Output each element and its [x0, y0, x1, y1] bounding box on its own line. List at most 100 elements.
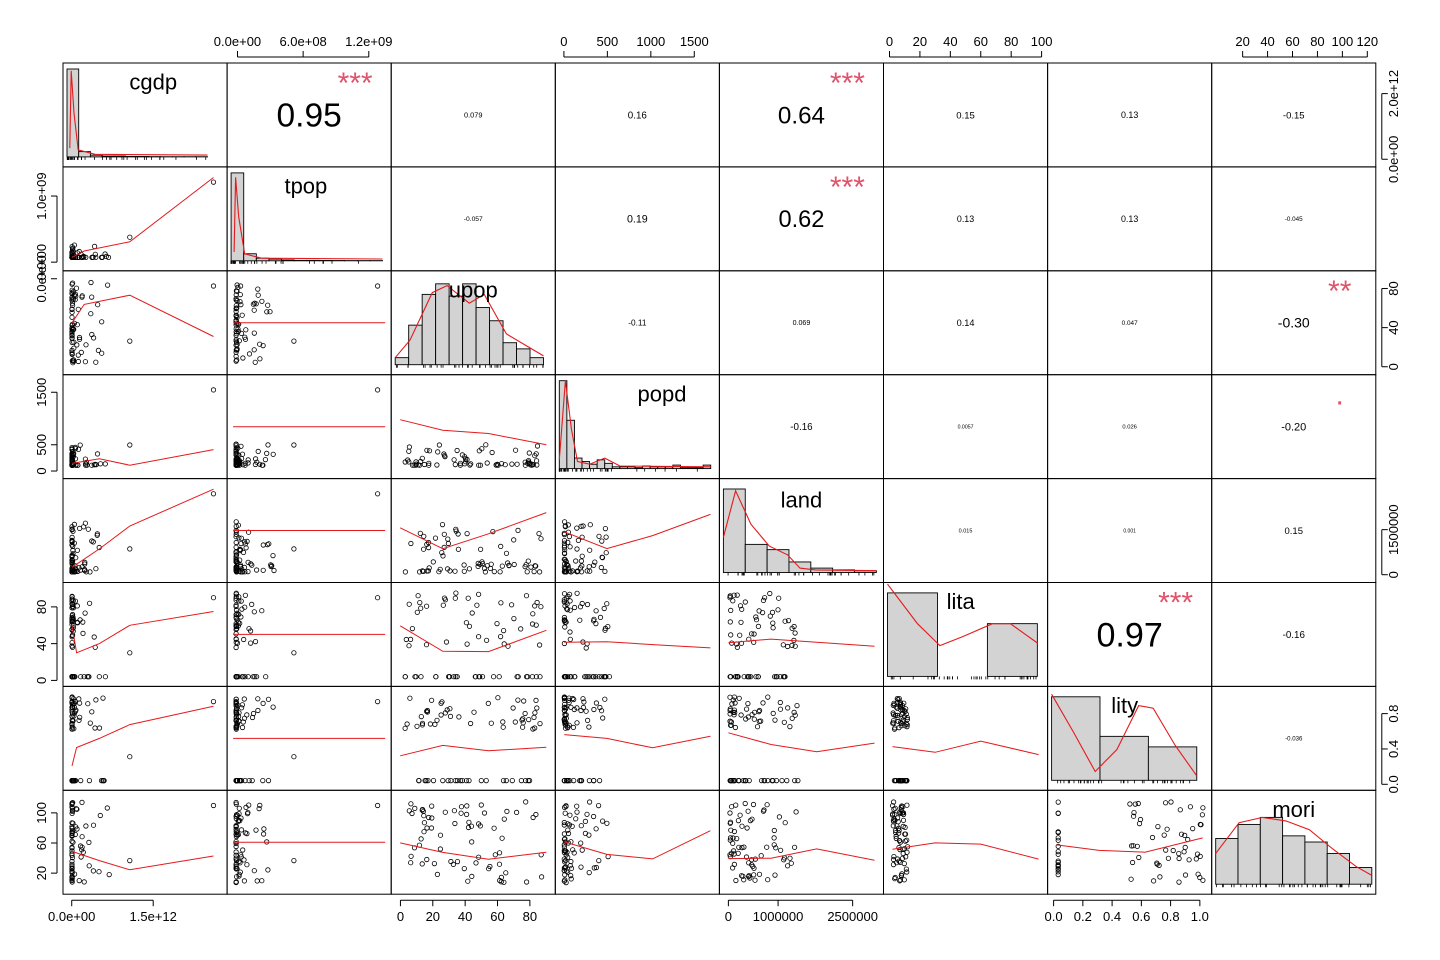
data-point — [417, 530, 423, 536]
panel-lity-lita — [883, 685, 1049, 791]
data-point — [437, 832, 444, 838]
data-point — [233, 856, 239, 862]
panel-lita-popd — [554, 582, 720, 687]
smooth-line — [71, 177, 214, 258]
data-point — [413, 459, 419, 465]
data-point — [732, 700, 738, 706]
data-point — [95, 302, 101, 308]
data-point — [466, 819, 472, 825]
data-point — [422, 777, 428, 784]
data-point — [770, 710, 776, 717]
correlation-value: -0.16 — [790, 422, 813, 433]
data-point — [408, 801, 414, 807]
data-point — [593, 620, 599, 627]
data-point — [747, 875, 753, 881]
histogram-bar — [1147, 746, 1198, 781]
correlation-value: 0.95 — [277, 98, 342, 135]
histogram-bar — [516, 348, 531, 366]
data-point — [521, 698, 527, 704]
data-point — [561, 701, 568, 707]
tick-label: 80 — [1310, 34, 1324, 49]
data-point — [727, 852, 733, 858]
data-point — [587, 522, 593, 528]
data-point — [233, 718, 239, 724]
data-point — [525, 558, 531, 564]
scatter-panel-land-tpop — [233, 491, 386, 575]
data-point — [894, 823, 900, 829]
data-point — [769, 777, 775, 784]
data-point — [264, 450, 270, 456]
data-point — [444, 707, 450, 713]
data-point — [898, 723, 904, 729]
data-point — [419, 455, 425, 461]
data-point — [566, 722, 572, 728]
data-point — [106, 871, 112, 878]
data-point — [530, 814, 536, 821]
data-point — [427, 721, 433, 727]
data-point — [418, 713, 424, 720]
data-point — [69, 598, 75, 604]
correlation-cell: -0.057 — [464, 216, 483, 223]
data-point — [69, 724, 75, 730]
data-point — [890, 811, 896, 817]
data-point — [250, 301, 256, 307]
data-point — [574, 705, 580, 711]
data-point — [495, 462, 501, 468]
data-point — [737, 603, 744, 609]
data-point — [737, 812, 743, 818]
data-point — [477, 561, 483, 567]
data-point — [538, 536, 544, 542]
data-point — [525, 777, 531, 784]
data-point — [265, 867, 271, 873]
correlation-value: 0.015 — [959, 528, 973, 534]
data-point — [127, 338, 133, 344]
data-point — [578, 823, 584, 829]
data-point — [571, 850, 577, 856]
data-point — [562, 836, 568, 842]
histogram-bar — [1259, 816, 1284, 885]
histogram-bar — [394, 357, 410, 366]
data-point — [246, 777, 252, 784]
data-point — [591, 616, 597, 622]
data-point — [251, 307, 257, 313]
data-point — [453, 526, 459, 532]
data-point — [291, 338, 297, 344]
data-point — [89, 294, 95, 300]
data-point — [785, 705, 791, 711]
data-point — [248, 640, 254, 646]
data-point — [538, 604, 544, 610]
data-point — [518, 626, 524, 632]
data-point — [758, 718, 764, 724]
data-point — [561, 822, 567, 828]
data-point — [727, 706, 733, 712]
data-point — [602, 627, 608, 633]
data-point — [730, 709, 736, 716]
data-point — [69, 593, 75, 600]
data-point — [580, 696, 586, 702]
correlation-cell: 0.069 — [793, 319, 811, 327]
data-point — [561, 777, 567, 784]
data-point — [86, 839, 92, 846]
density-curve — [1215, 816, 1373, 876]
scatter-panel-land-upop — [399, 512, 547, 575]
data-point — [1055, 835, 1061, 841]
data-point — [233, 840, 239, 847]
data-point — [901, 700, 907, 706]
data-point — [597, 614, 604, 621]
data-point — [402, 674, 408, 680]
correlation-cell: 0.15 — [1285, 526, 1304, 537]
data-point — [780, 674, 787, 680]
data-point — [412, 674, 418, 680]
smooth-line — [892, 740, 1039, 756]
histogram-bar — [573, 457, 583, 470]
diag-panel-mori: mori — [1215, 797, 1373, 888]
data-point — [745, 873, 752, 880]
data-point — [772, 717, 778, 723]
data-point — [69, 568, 75, 574]
data-point — [894, 856, 901, 862]
data-point — [71, 568, 78, 574]
data-point — [512, 719, 518, 725]
data-point — [738, 619, 744, 625]
data-point — [777, 847, 784, 853]
data-point — [457, 777, 463, 784]
